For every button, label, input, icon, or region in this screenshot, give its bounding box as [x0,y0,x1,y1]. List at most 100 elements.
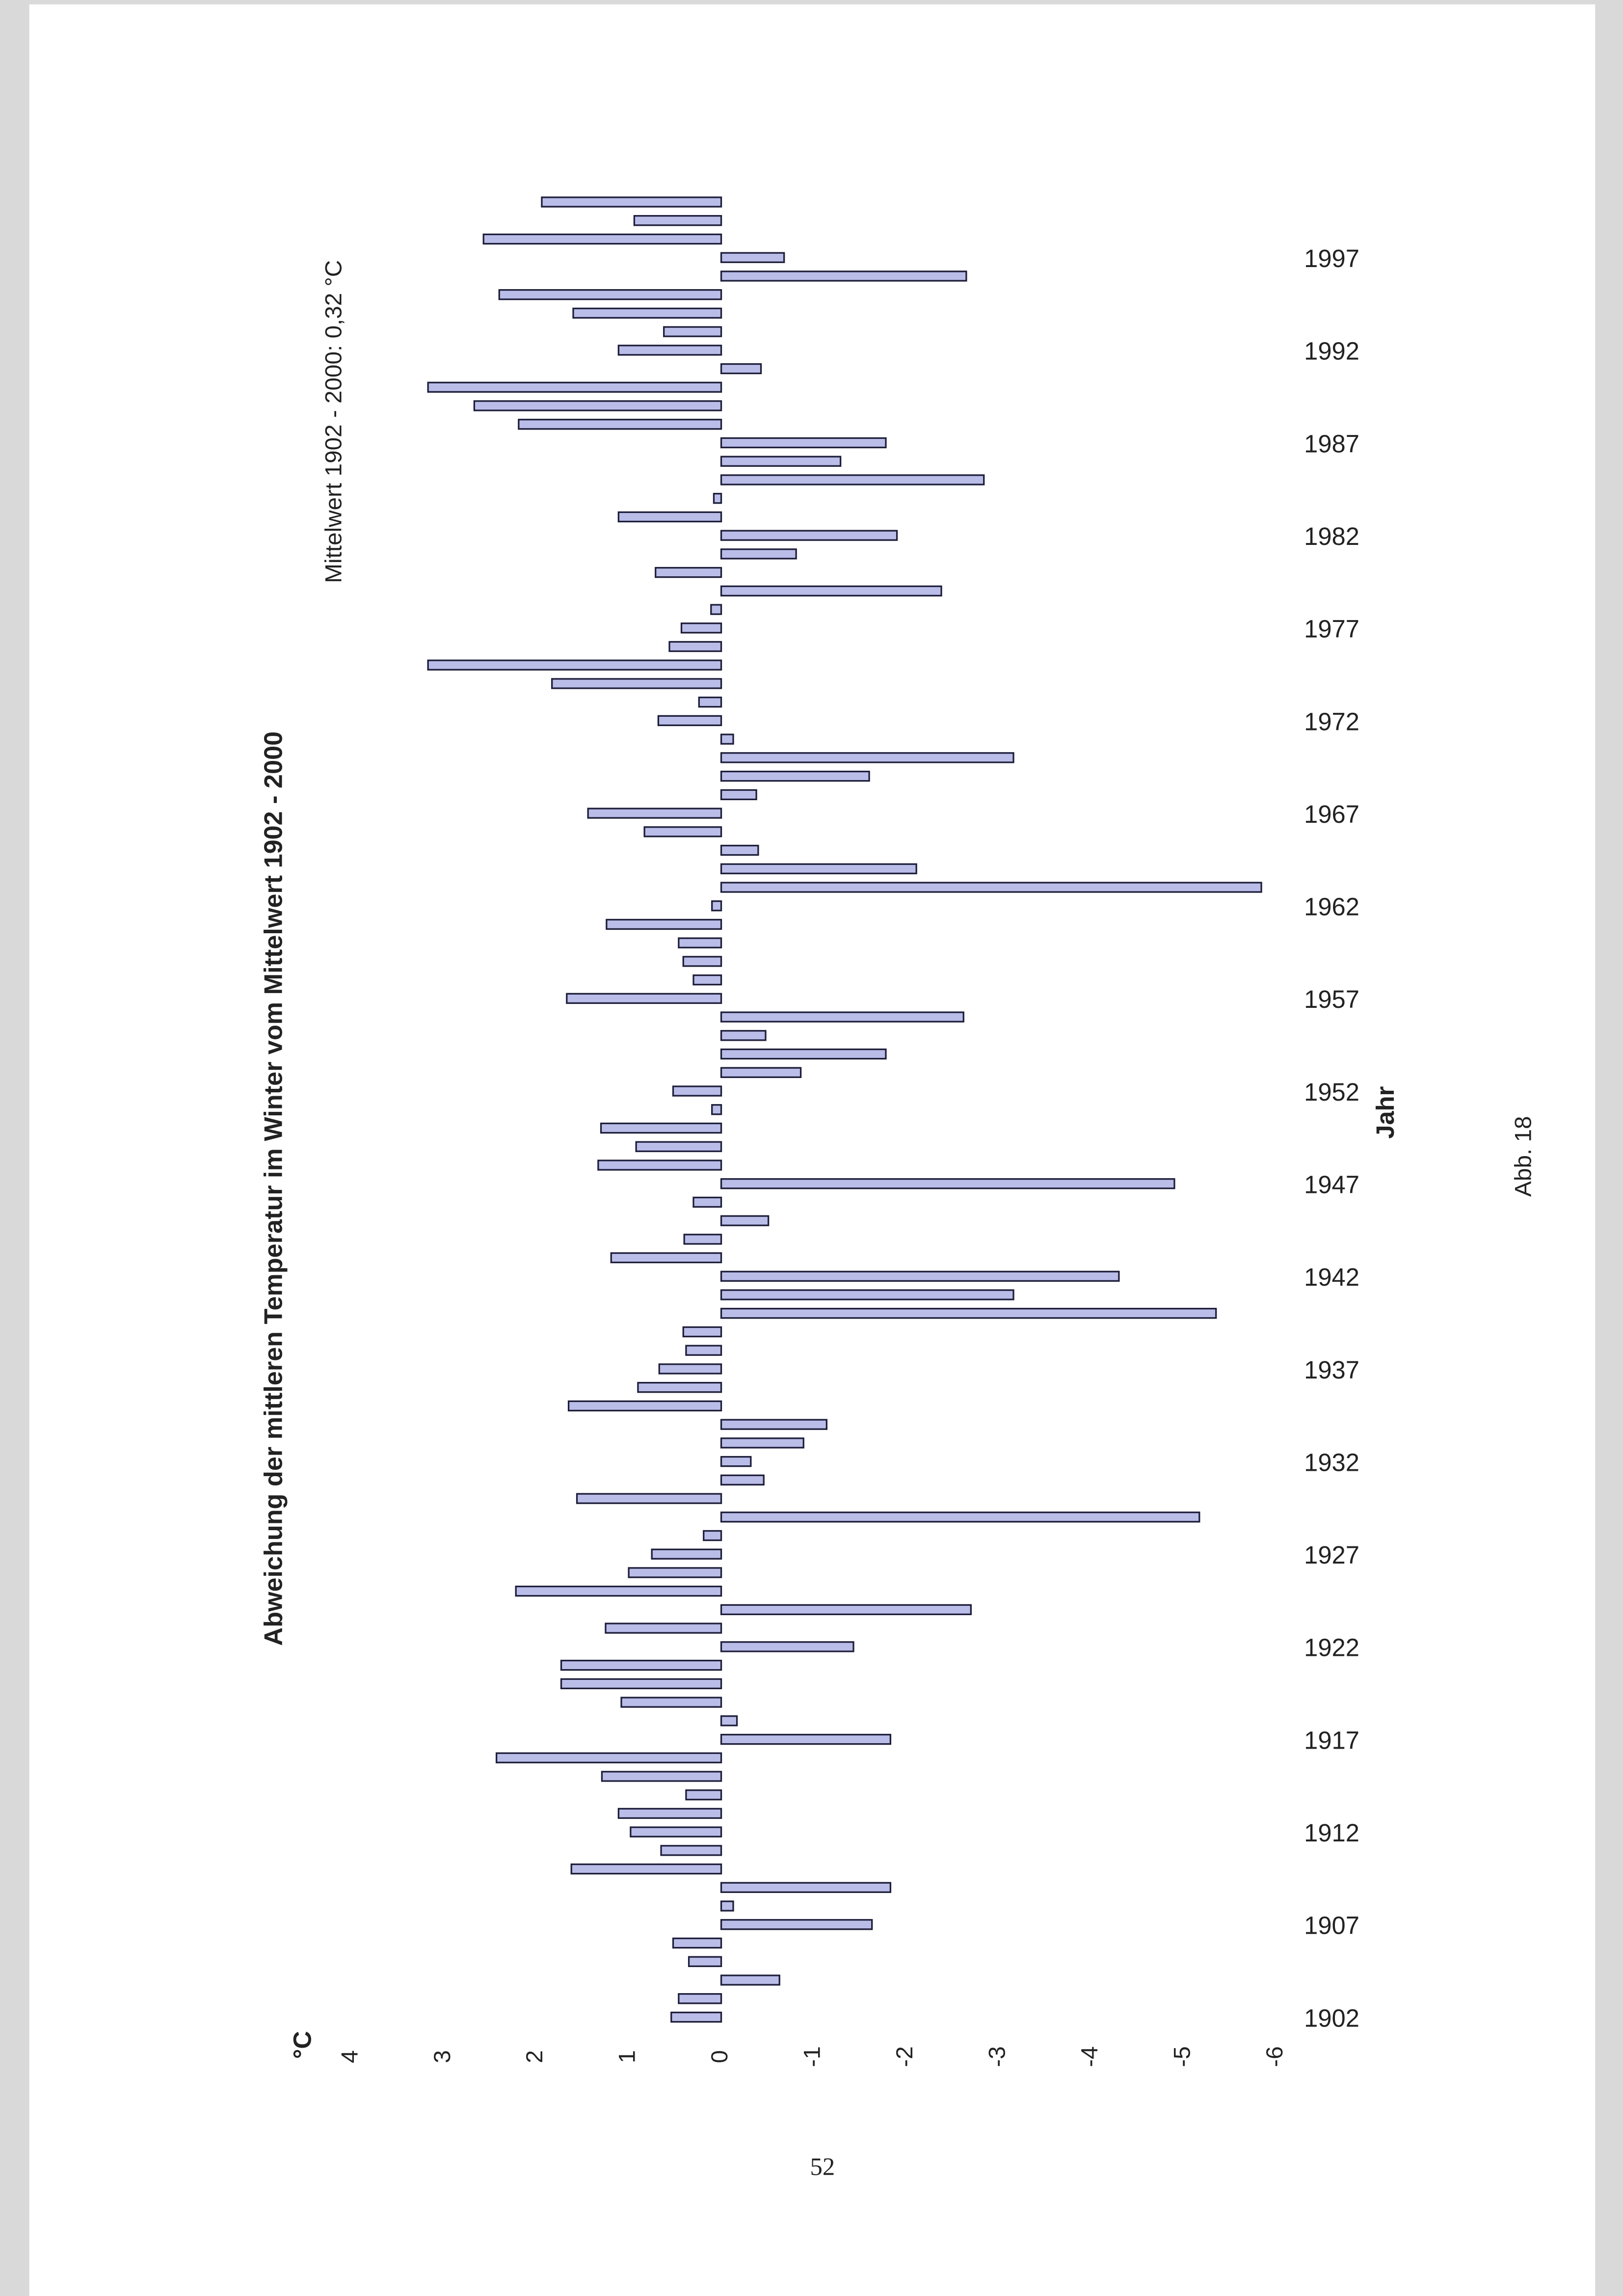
bar [720,1512,1200,1523]
bar [720,1419,827,1430]
bar [606,918,722,930]
bar [678,937,722,948]
bar [720,1011,964,1023]
bar [660,1845,722,1856]
bar [515,1586,722,1597]
bar [630,1826,722,1837]
year-label: 1932 [1304,1448,1359,1476]
bar [720,1289,1014,1300]
bar [720,1178,1175,1189]
bar [655,567,722,578]
bar [711,900,722,912]
year-label: 1952 [1304,1078,1359,1106]
bar [498,289,722,300]
bar [682,956,722,967]
bar [720,733,734,745]
bar [703,1530,722,1541]
bar [560,1678,722,1690]
year-label: 1907 [1304,1912,1359,1940]
bar [685,1345,722,1356]
bar [617,1808,722,1819]
bar [657,715,722,727]
bar [605,1622,722,1634]
bar [551,678,722,689]
year-label: 1912 [1304,1819,1359,1847]
bar [720,1641,854,1652]
bar [713,492,722,504]
bar [600,1122,722,1134]
value-tick-label: 1 [614,2050,640,2063]
value-tick-label: -2 [892,2046,918,2067]
bar [617,345,722,356]
bar [683,1234,722,1245]
bar [720,1882,892,1893]
bar [720,882,1262,893]
bar [720,770,870,782]
bar [541,196,722,208]
value-tick-label: 2 [522,2050,548,2063]
bar [601,1771,722,1782]
figure-number: Abb. 18 [1511,1116,1537,1196]
bar [427,381,722,393]
bar [617,511,722,523]
bar [698,697,722,708]
bar [635,1141,722,1152]
bar [560,1659,722,1671]
bar [680,622,722,634]
value-tick-label: -1 [799,2046,825,2067]
bar [720,530,898,541]
year-label: 1962 [1304,893,1359,921]
bar [720,1030,767,1041]
bar [720,252,785,263]
value-tick-label: 3 [429,2050,455,2063]
bar [720,1215,770,1226]
bar [643,826,722,837]
bar [720,437,887,449]
bar [570,1863,722,1875]
year-label: 1957 [1304,985,1359,1013]
bar [720,1900,734,1912]
bar [720,1048,887,1060]
bar [518,419,722,430]
bar [720,844,759,856]
chart-subtitle: Mittelwert 1902 - 2000: 0,32 °C [321,260,347,583]
year-label: 1942 [1304,1263,1359,1291]
bar [720,1456,752,1467]
value-tick-label: -4 [1077,2046,1103,2067]
year-label: 1937 [1304,1356,1359,1384]
bar [692,974,722,986]
bar [720,1974,780,1986]
value-tick-label: -5 [1169,2046,1195,2067]
bar [720,752,1014,763]
bar [720,1919,873,1930]
bar [720,1437,804,1449]
bar [658,1363,722,1375]
bar [692,1196,722,1208]
bar [663,326,722,337]
bar [720,1604,972,1616]
value-tick-label: -6 [1262,2046,1288,2067]
category-axis-label: Jahr [1371,1086,1399,1139]
bar [720,1270,1120,1282]
year-label: 1917 [1304,1726,1359,1754]
bar [720,789,757,801]
bar [597,1160,722,1171]
bar [720,1474,765,1486]
bar [620,1697,722,1708]
value-tick-label: -3 [984,2046,1010,2067]
year-label: 1927 [1304,1541,1359,1569]
bar [482,233,722,245]
bar [720,363,762,375]
bar [688,1956,722,1967]
paper [29,4,1596,2296]
year-label: 1977 [1304,615,1359,643]
year-label: 1972 [1304,707,1359,735]
bar [576,1493,722,1504]
bar [720,474,985,486]
bar [566,993,722,1004]
bar [720,863,917,874]
bar [668,641,722,652]
value-axis-label: °C [289,2031,317,2059]
bar [587,808,722,819]
